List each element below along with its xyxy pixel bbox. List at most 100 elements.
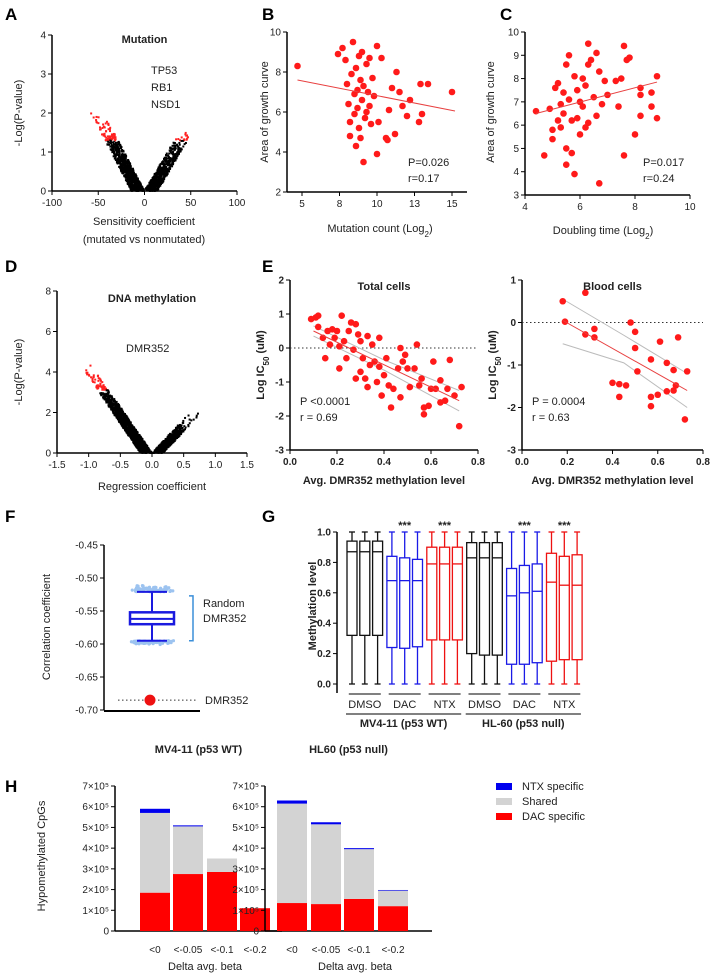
nonsignificant-point bbox=[164, 160, 167, 163]
nonsignificant-point bbox=[125, 171, 128, 174]
data-point bbox=[364, 383, 371, 391]
nonsignificant-point bbox=[136, 435, 139, 438]
nonsignificant-point bbox=[166, 445, 169, 448]
nonsignificant-point bbox=[113, 409, 116, 412]
nonsignificant-point bbox=[132, 169, 135, 172]
y-tick-label: 8 bbox=[513, 74, 519, 85]
nonsignificant-point bbox=[163, 441, 166, 444]
nonsignificant-point bbox=[176, 145, 179, 148]
nonsignificant-point bbox=[128, 181, 131, 184]
bar-shared bbox=[140, 812, 170, 893]
nonsignificant-point bbox=[124, 423, 127, 426]
nonsignificant-point bbox=[100, 394, 103, 397]
nonsignificant-point bbox=[160, 448, 163, 451]
box-plot bbox=[451, 531, 464, 685]
nonsignificant-point bbox=[131, 186, 134, 189]
data-point bbox=[352, 142, 360, 150]
y-axis-label-text: Log IC bbox=[487, 365, 499, 399]
stat-text: r = 0.63 bbox=[532, 412, 570, 424]
significant-point bbox=[110, 137, 113, 140]
nonsignificant-point bbox=[128, 168, 131, 171]
nonsignificant-point bbox=[168, 442, 171, 445]
nonsignificant-point bbox=[163, 157, 166, 160]
x-axis-label-text: Delta avg. beta bbox=[168, 961, 243, 973]
nonsignificant-point bbox=[159, 175, 162, 178]
nonsignificant-point bbox=[163, 163, 166, 166]
nonsignificant-point bbox=[166, 435, 169, 438]
x-tick-label: 4 bbox=[522, 202, 528, 213]
nonsignificant-point bbox=[127, 166, 130, 169]
nonsignificant-point bbox=[111, 146, 114, 149]
x-tick-label: 6 bbox=[577, 202, 583, 213]
nonsignificant-point bbox=[172, 436, 175, 439]
y-tick-label: 0.6 bbox=[317, 588, 331, 599]
nonsignificant-point bbox=[105, 398, 108, 401]
nonsignificant-point bbox=[121, 410, 124, 413]
x-tick-label: -50 bbox=[91, 198, 106, 209]
significant-point bbox=[106, 135, 109, 138]
nonsignificant-point bbox=[167, 434, 170, 437]
significant-point bbox=[86, 371, 89, 374]
nonsignificant-point bbox=[136, 180, 139, 183]
nonsignificant-point bbox=[157, 169, 160, 172]
y-axis-label: Area of growth curve bbox=[259, 61, 271, 163]
nonsignificant-point bbox=[124, 425, 127, 428]
box-plot bbox=[505, 531, 518, 685]
nonsignificant-point bbox=[177, 425, 180, 428]
significant-point bbox=[90, 376, 93, 379]
data-point bbox=[411, 365, 418, 372]
x-axis-label-line2: (mutated vs nonmutated) bbox=[83, 234, 205, 246]
gene-label: TP53 bbox=[151, 65, 177, 77]
nonsignificant-point bbox=[184, 426, 187, 429]
data-point bbox=[587, 56, 595, 64]
y-axis-label: Area of growth curve bbox=[485, 61, 497, 163]
data-point bbox=[359, 354, 367, 362]
stat-text: r = 0.69 bbox=[300, 412, 338, 424]
y-axis-label-subscript: 50 bbox=[262, 356, 271, 365]
nonsignificant-point bbox=[127, 175, 130, 178]
panel-letter: B bbox=[262, 5, 274, 24]
nonsignificant-point bbox=[136, 447, 139, 450]
y-axis-label-end: (uM) bbox=[255, 330, 267, 357]
panel-letter: H bbox=[5, 777, 17, 796]
box bbox=[518, 564, 531, 665]
nonsignificant-point bbox=[101, 393, 104, 396]
nonsignificant-point bbox=[114, 159, 117, 162]
data-point bbox=[562, 161, 570, 169]
nonsignificant-point bbox=[177, 429, 180, 432]
nonsignificant-point bbox=[146, 445, 149, 448]
nonsignificant-point bbox=[145, 451, 148, 454]
nonsignificant-point bbox=[162, 180, 165, 183]
y-tick-label: -3 bbox=[507, 446, 516, 457]
data-point bbox=[345, 100, 352, 108]
bar-dac-specific bbox=[344, 898, 374, 931]
y-tick-label: 2 bbox=[45, 408, 51, 419]
data-point bbox=[656, 338, 664, 345]
gene-label: DMR352 bbox=[126, 343, 169, 355]
nonsignificant-point bbox=[140, 186, 143, 189]
box-label: Random bbox=[203, 598, 245, 610]
nonsignificant-point bbox=[140, 442, 143, 445]
y-tick-label: 5 bbox=[513, 144, 519, 155]
x-tick-label: 1.0 bbox=[208, 460, 222, 471]
data-point bbox=[540, 152, 548, 159]
nonsignificant-point bbox=[192, 418, 195, 421]
bar-shared bbox=[277, 803, 307, 904]
bar-dac-specific bbox=[140, 892, 170, 931]
nonsignificant-point bbox=[124, 154, 127, 157]
data-point bbox=[637, 91, 644, 99]
panel-letter: G bbox=[262, 507, 275, 526]
x-axis-label: Regression coefficient bbox=[98, 481, 206, 493]
nonsignificant-point bbox=[133, 426, 136, 429]
nonsignificant-point bbox=[141, 446, 144, 449]
nonsignificant-point bbox=[134, 185, 137, 188]
nonsignificant-point bbox=[121, 150, 124, 153]
group-label: DAC bbox=[393, 699, 416, 711]
category-label: <0 bbox=[149, 945, 161, 956]
nonsignificant-point bbox=[176, 437, 179, 440]
nonsignificant-point bbox=[169, 146, 172, 149]
nonsignificant-point bbox=[105, 401, 108, 404]
nonsignificant-point bbox=[171, 165, 174, 168]
significant-point bbox=[97, 374, 100, 377]
